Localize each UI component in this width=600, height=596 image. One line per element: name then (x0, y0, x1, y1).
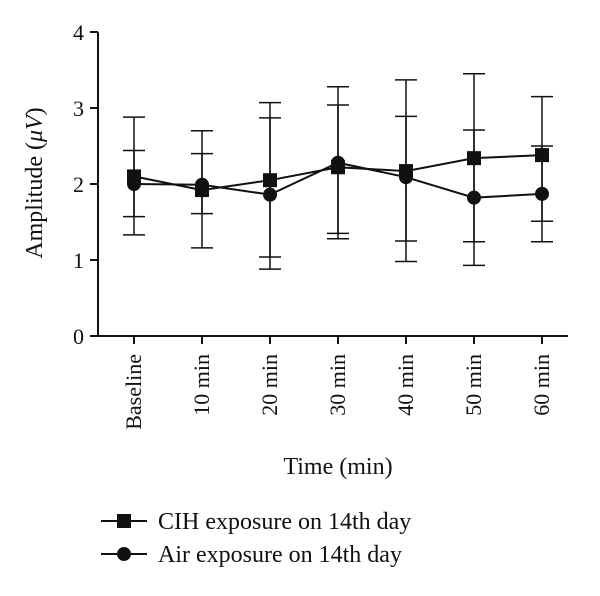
y-axis-title: Amplitude (μV) (22, 107, 48, 258)
legend-label-air: Air exposure on 14th day (158, 542, 402, 568)
y-tick-label-3: 3 (73, 96, 84, 121)
point-square-2 (263, 173, 277, 188)
x-tick-label-3: 30 min (325, 354, 350, 416)
point-square-5 (467, 151, 481, 166)
x-tick-label-5: 50 min (461, 354, 486, 416)
point-circle-3 (331, 155, 345, 170)
legend-item-cih: CIH exposure on 14th day (101, 509, 411, 535)
y-axis-title-main: Amplitude ( (22, 142, 48, 259)
x-tick-label-6: 60 min (529, 354, 554, 416)
markers (127, 148, 549, 205)
point-circle-6 (535, 186, 549, 201)
point-circle-5 (467, 190, 481, 205)
legend-circle-marker (117, 547, 131, 561)
legend-square-marker (117, 514, 131, 528)
point-circle-4 (399, 170, 413, 185)
x-tick-label-0: Baseline (121, 354, 146, 430)
legend-label-cih: CIH exposure on 14th day (158, 509, 411, 535)
point-circle-0 (127, 177, 141, 191)
y-tick-label-1: 1 (73, 248, 84, 273)
x-tick-label-2: 20 min (257, 354, 282, 416)
point-square-6 (535, 148, 549, 163)
x-tick-label-1: 10 min (189, 354, 214, 416)
legend-item-air: Air exposure on 14th day (101, 542, 402, 568)
y-axis-title-close: ) (22, 107, 48, 115)
point-circle-1 (195, 177, 209, 192)
legend: CIH exposure on 14th day Air exposure on… (101, 509, 411, 568)
y-axis-title-unit: μV (22, 113, 48, 143)
x-tick-label-4: 40 min (393, 354, 418, 416)
y-tick-label-2: 2 (73, 172, 84, 197)
y-tick-label-0: 0 (73, 324, 84, 349)
axes: 0 1 2 3 4 Baseline 10 min 20 min 30 min 40 min 50 … (73, 20, 568, 430)
point-circle-2 (263, 187, 277, 202)
x-axis-title: Time (min) (283, 454, 392, 480)
y-tick-label-4: 4 (73, 20, 84, 45)
